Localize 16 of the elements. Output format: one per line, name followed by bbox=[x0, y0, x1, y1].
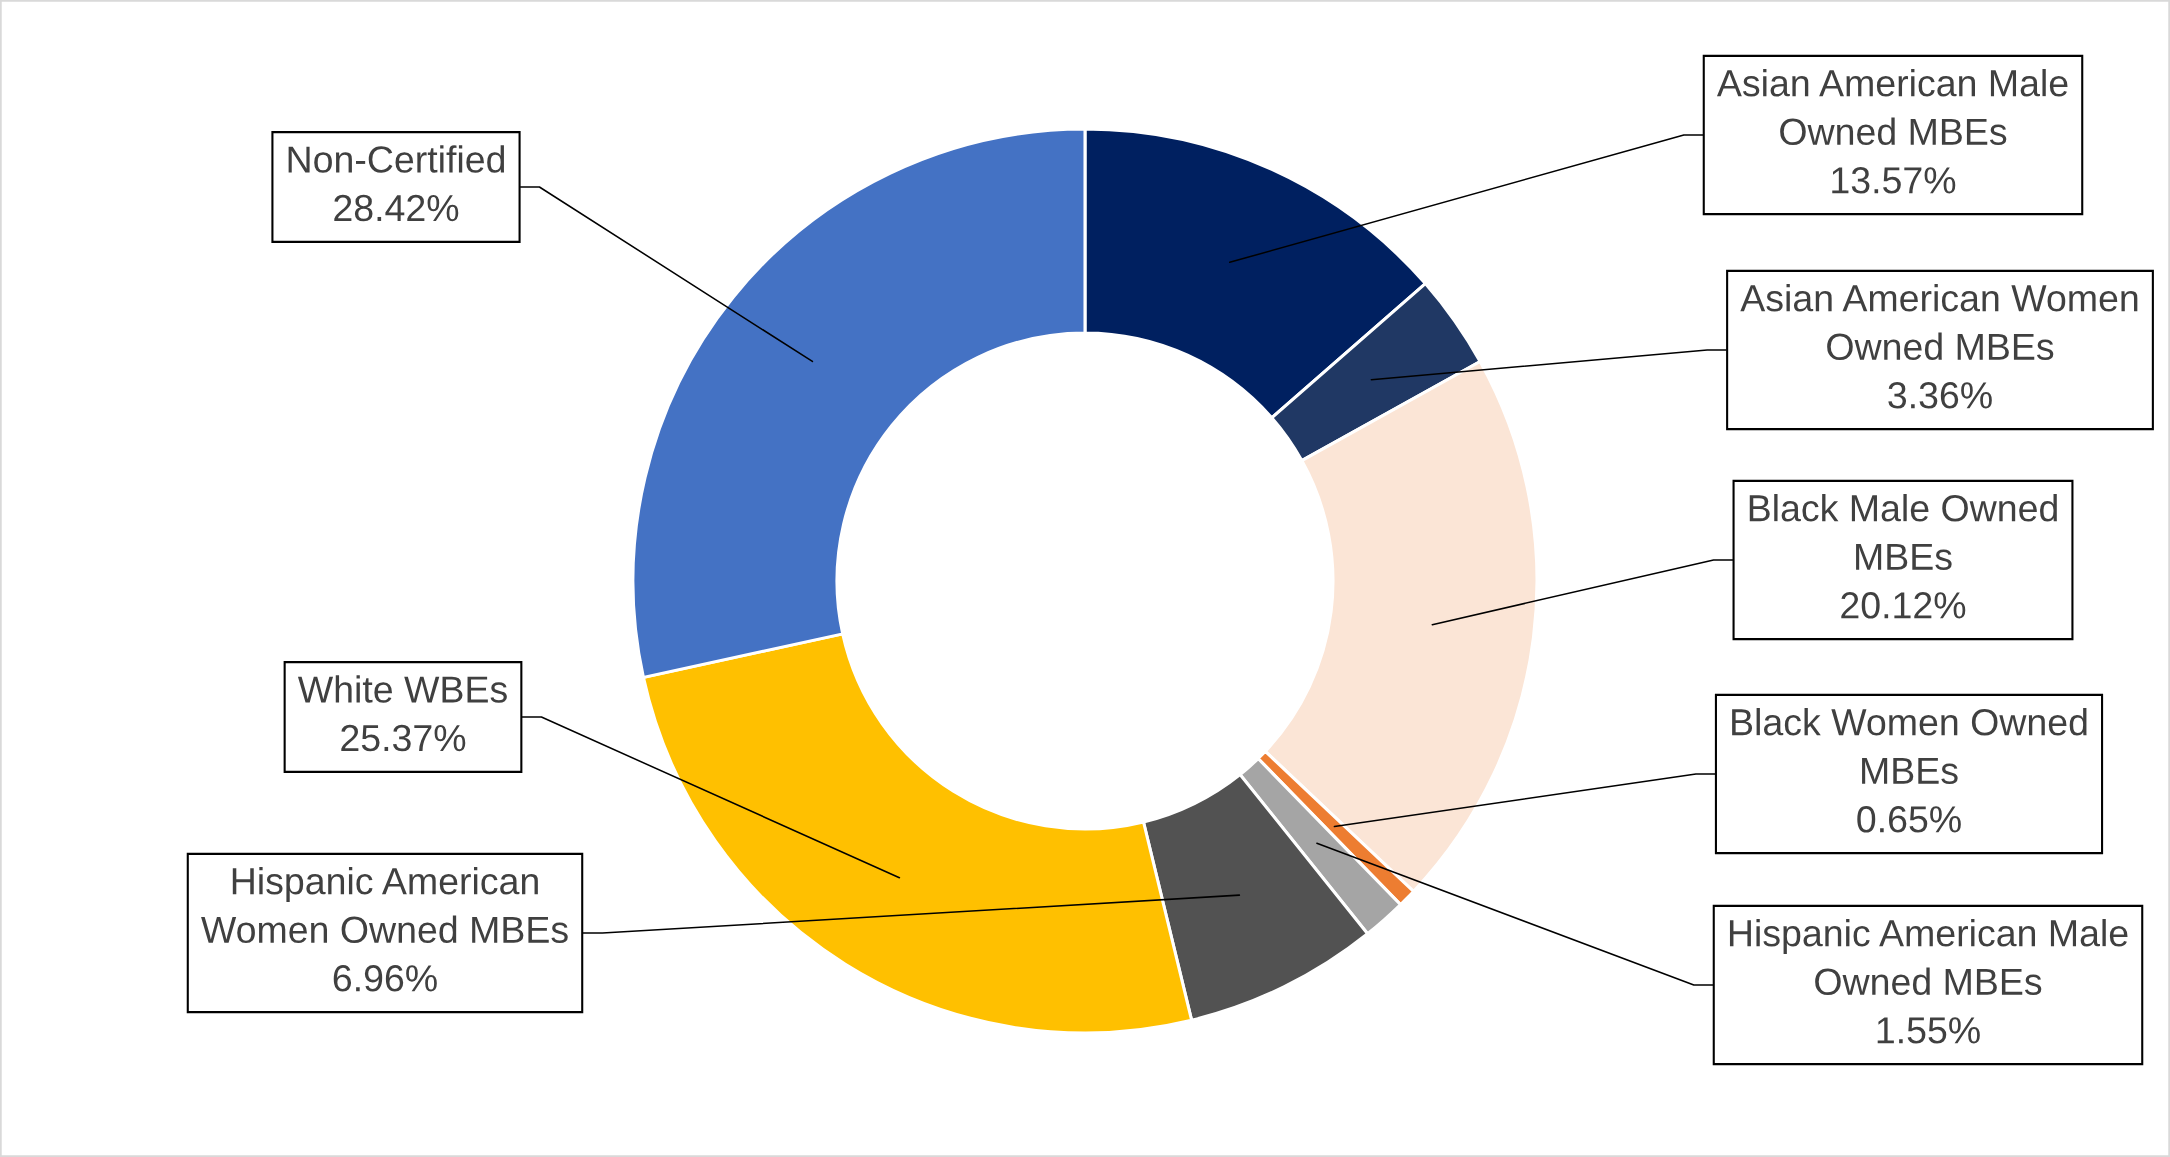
slice-label: Hispanic American Women Owned MBEs bbox=[201, 866, 568, 944]
slice-label: Asian American Women Owned MBEs bbox=[1740, 283, 2138, 361]
data-label: 0.65% bbox=[1857, 806, 1961, 833]
slice-label: Black Women Owned MBEs bbox=[1732, 707, 2087, 785]
slice-label: Black Male Owned MBEs bbox=[1749, 493, 2057, 571]
slice-label: Hispanic American Male Owned MBEs bbox=[1729, 918, 2128, 996]
data-label: 25.37% bbox=[341, 724, 466, 752]
data-label: 28.42% bbox=[334, 194, 459, 222]
data-label: 6.96% bbox=[333, 965, 437, 992]
slice-label: Asian American Male Owned MBEs bbox=[1716, 68, 2068, 146]
data-label: 13.57% bbox=[1832, 167, 1956, 194]
data-label: 1.55% bbox=[1877, 1017, 1980, 1044]
data-label: 20.12% bbox=[1841, 592, 1966, 619]
slice-label: Non-Certified bbox=[288, 145, 505, 173]
data-label: 3.36% bbox=[1888, 382, 1992, 409]
slice-label: White WBEs bbox=[297, 675, 507, 703]
